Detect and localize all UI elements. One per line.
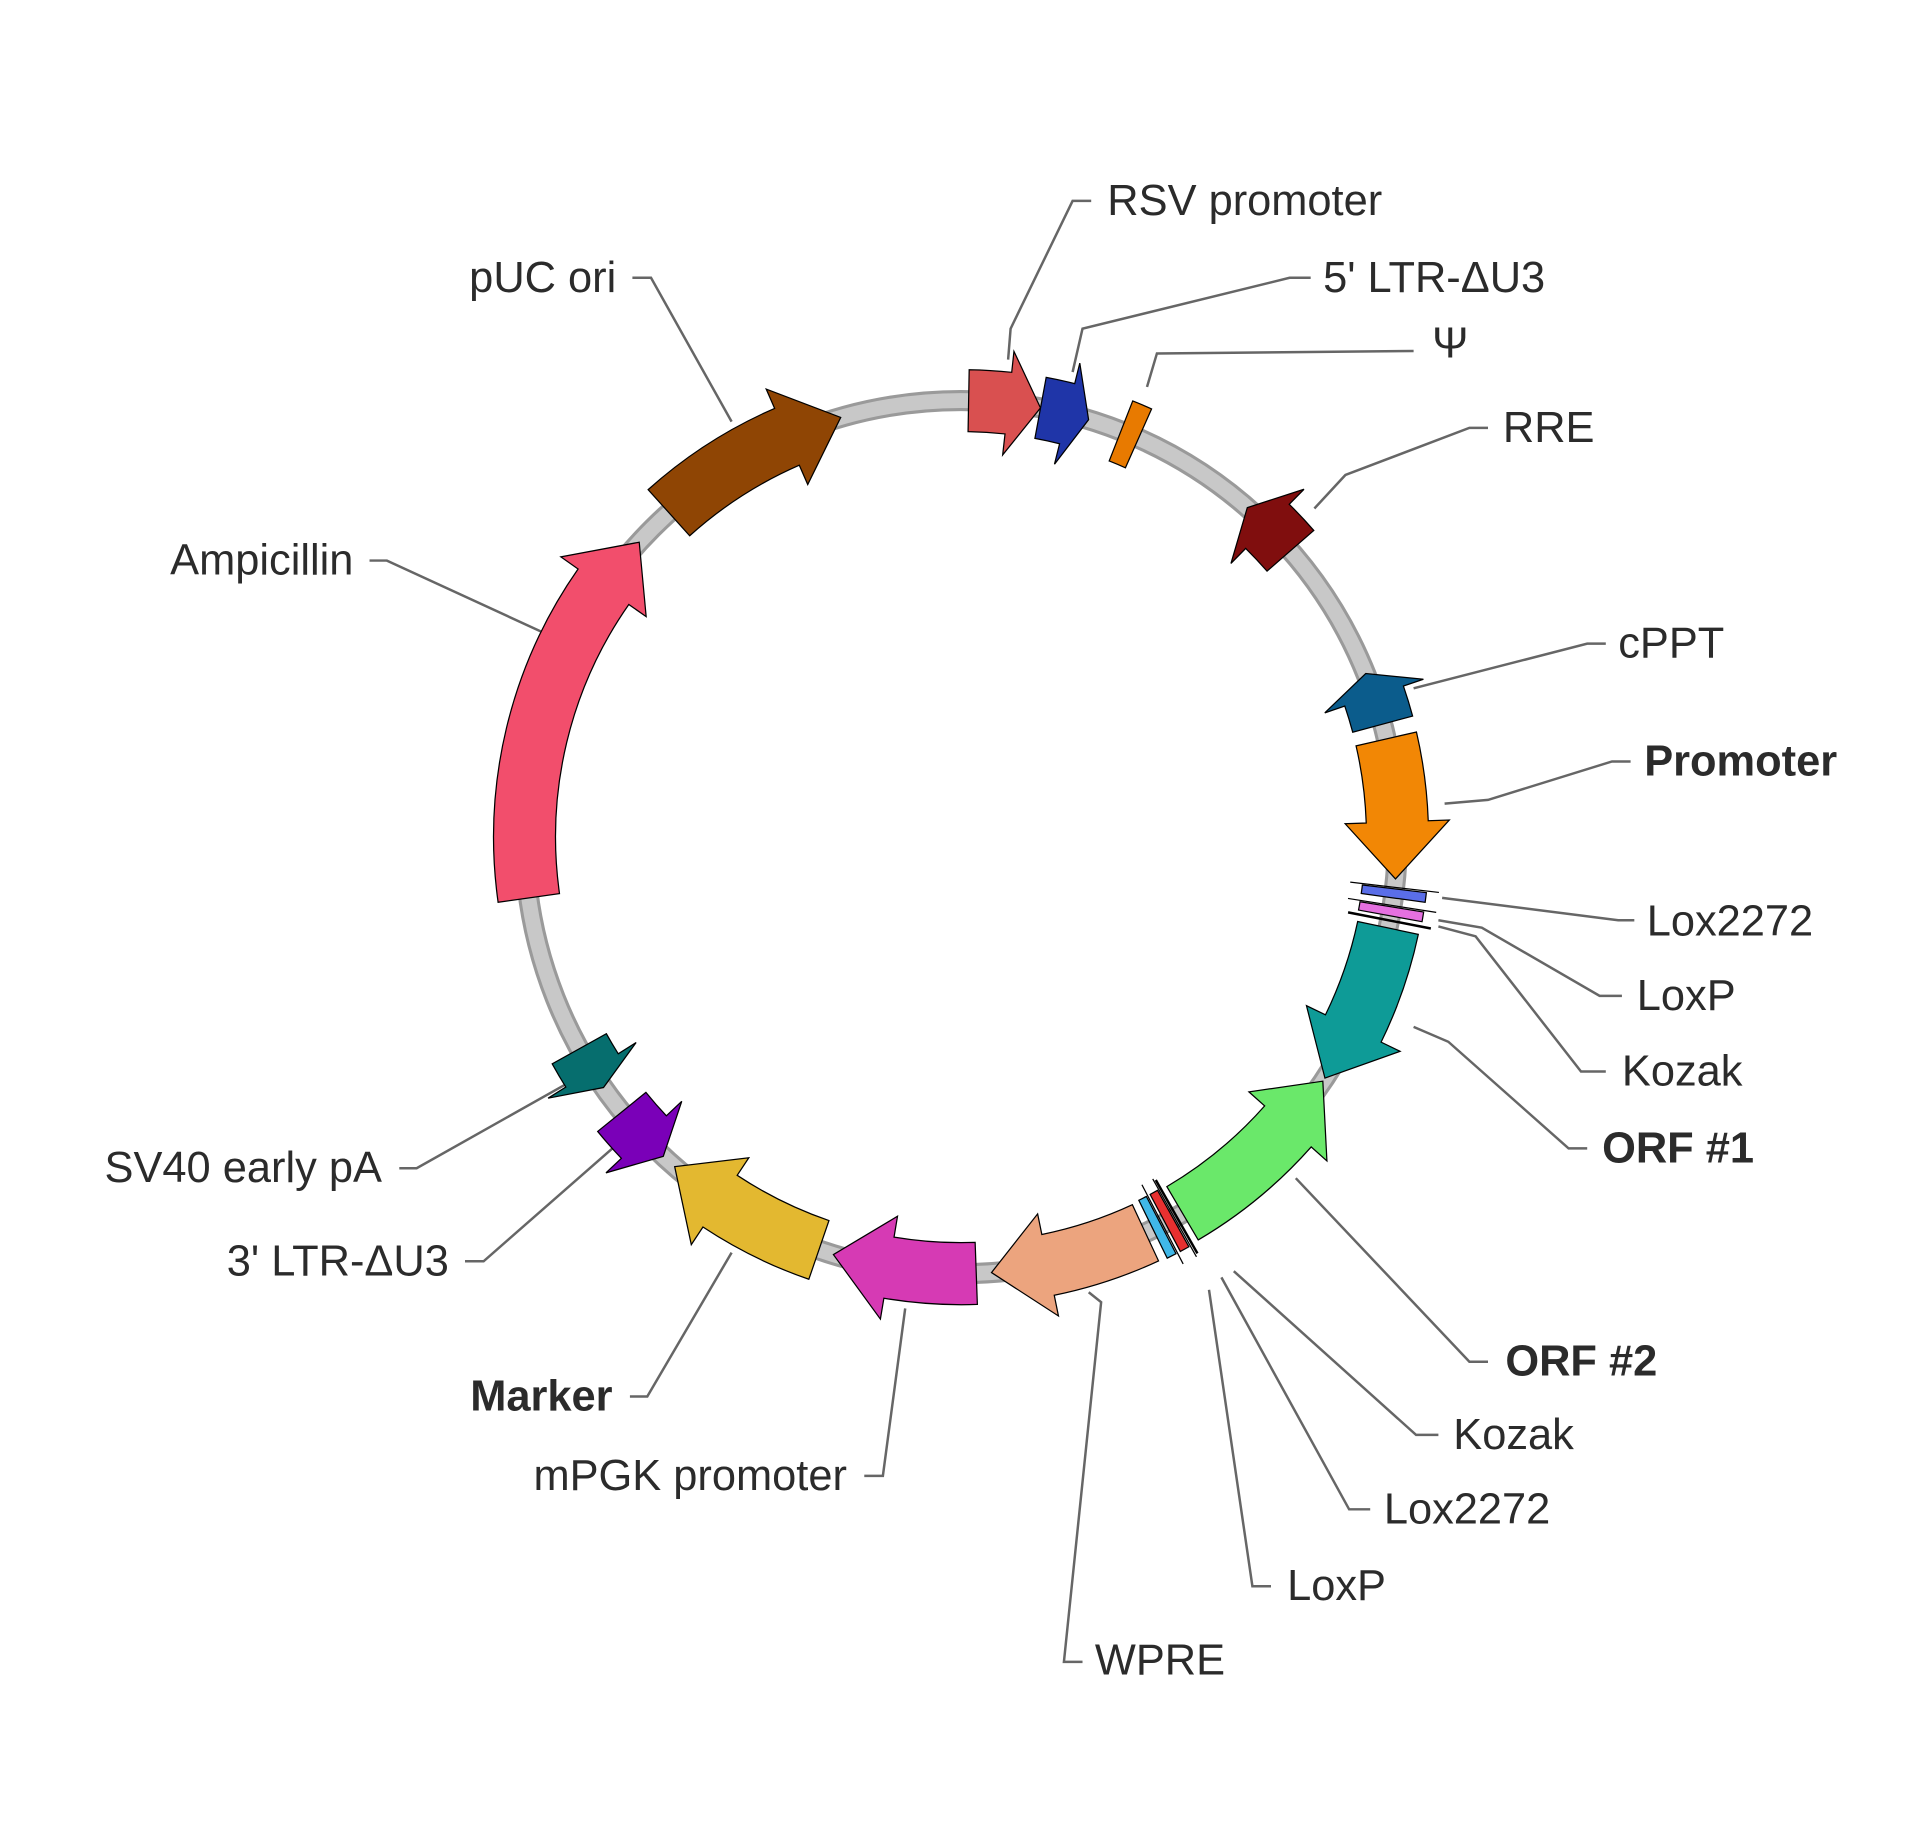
label-orf-2: ORF #2 (1505, 1338, 1657, 1386)
leader-line (1444, 760, 1631, 805)
feature-rsv-promoter[interactable] (967, 349, 1042, 457)
label-mpgk-promoter: mPGK promoter (533, 1452, 846, 1500)
feature-kozak[interactable] (1154, 1179, 1199, 1254)
label-lox2272: Lox2272 (1647, 897, 1813, 945)
leader-line (1294, 1177, 1488, 1363)
feature-kozak[interactable] (1347, 911, 1432, 930)
feature-orf-1[interactable] (1305, 920, 1420, 1079)
label-lox2272: Lox2272 (1384, 1485, 1550, 1533)
leader-line (1145, 349, 1414, 388)
feature-labels: RSV promoter 5' LTR-ΔU3 Ψ RRE cPPT Promoter Lo… (105, 177, 1838, 1685)
label-rre: RRE (1503, 404, 1595, 452)
label-kozak: Kozak (1622, 1048, 1743, 1096)
leader-line (1441, 896, 1635, 922)
label-ampicillin: Ampicillin (170, 537, 353, 585)
features (492, 349, 1451, 1321)
feature-lox2272[interactable] (1360, 884, 1428, 904)
leader-line (629, 1251, 733, 1398)
feature-marker[interactable] (673, 1156, 830, 1281)
label-wpre: WPRE (1095, 1637, 1225, 1685)
feature-orf-2[interactable] (1165, 1080, 1328, 1241)
feature-lox2272[interactable] (1149, 1189, 1190, 1253)
feature-5-ltr-u3[interactable] (1034, 362, 1090, 465)
leader-line (632, 276, 733, 423)
label-orf-1: ORF #1 (1602, 1124, 1754, 1172)
leader-line (1006, 199, 1092, 360)
leader-line (465, 1146, 615, 1263)
label-marker: Marker (470, 1372, 612, 1420)
leader-line (1071, 276, 1311, 373)
leader-line (1438, 925, 1606, 1073)
leader-line (1062, 1291, 1103, 1664)
leader-line (369, 559, 544, 634)
leader-line (1413, 1025, 1588, 1150)
feature-promoter[interactable] (1343, 731, 1451, 880)
label-: Ψ (1432, 320, 1468, 368)
leader-line (1232, 1270, 1439, 1437)
feature-edge (1152, 1178, 1197, 1258)
feature-puc-ori[interactable] (647, 387, 842, 537)
label-kozak: Kozak (1453, 1411, 1574, 1459)
feature-cppt[interactable] (1324, 672, 1424, 733)
leader-line (1207, 1289, 1271, 1588)
label-loxp: LoxP (1287, 1562, 1386, 1610)
label-5-ltr-u3: 5' LTR-ΔU3 (1323, 254, 1545, 302)
feature-rre[interactable] (1230, 488, 1315, 572)
feature-loxp[interactable] (1137, 1195, 1177, 1260)
feature-loxp[interactable] (1357, 901, 1425, 923)
label-sv40-early-pa: SV40 early pA (105, 1144, 382, 1192)
label-loxp: LoxP (1637, 972, 1736, 1020)
label-puc-ori: pUC ori (469, 254, 616, 302)
leader-line (1220, 1276, 1371, 1511)
leader-line (399, 1084, 565, 1170)
feature-mpgk-promoter[interactable] (832, 1215, 979, 1321)
feature-[interactable] (1108, 400, 1153, 469)
label-cppt: cPPT (1618, 620, 1724, 668)
feature-ampicillin[interactable] (492, 541, 647, 903)
leader-line (864, 1308, 907, 1478)
leader-line (1438, 918, 1622, 998)
leader-line (1313, 426, 1488, 510)
leader-lines (369, 199, 1635, 1664)
label-3-ltr-u3: 3' LTR-ΔU3 (227, 1237, 449, 1285)
feature-3-ltr-u3[interactable] (596, 1091, 683, 1174)
feature-edge (1141, 1184, 1184, 1265)
feature-edge (1350, 881, 1440, 894)
feature-sv40-early-pa[interactable] (547, 1032, 637, 1099)
feature-wpre[interactable] (990, 1203, 1160, 1318)
leader-line (1413, 642, 1606, 690)
feature-edge (1347, 897, 1437, 914)
label-promoter: Promoter (1644, 737, 1837, 785)
label-rsv-promoter: RSV promoter (1107, 177, 1382, 225)
